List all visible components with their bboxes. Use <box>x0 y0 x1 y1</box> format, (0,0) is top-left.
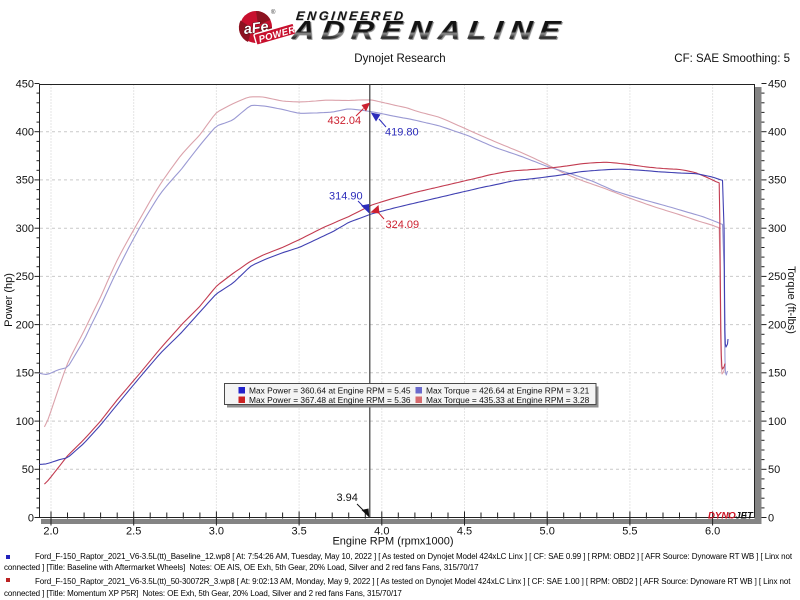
svg-text:Max Power = 367.48 at Engine R: Max Power = 367.48 at Engine RPM = 5.36 <box>249 395 411 405</box>
svg-text:®: ® <box>271 9 276 16</box>
svg-text:JET: JET <box>735 511 754 522</box>
svg-text:3.5: 3.5 <box>291 526 306 538</box>
svg-text:2.0: 2.0 <box>43 526 58 538</box>
svg-text:450: 450 <box>16 78 34 90</box>
svg-text:5.0: 5.0 <box>540 526 555 538</box>
svg-text:Engine RPM (rpmx1000): Engine RPM (rpmx1000) <box>332 536 453 548</box>
svg-text:3.94: 3.94 <box>337 492 358 504</box>
svg-text:Torque (ft-lbs): Torque (ft-lbs) <box>785 266 797 334</box>
svg-text:200: 200 <box>16 319 34 331</box>
svg-text:Max Torque = 435.33 at Engine: Max Torque = 435.33 at Engine RPM = 3.28 <box>426 395 590 405</box>
svg-text:350: 350 <box>768 175 786 187</box>
svg-text:Power (hp): Power (hp) <box>3 273 15 327</box>
svg-text:Max Torque = 426.64 at Engine: Max Torque = 426.64 at Engine RPM = 3.21 <box>426 386 590 396</box>
svg-text:0: 0 <box>768 512 774 524</box>
svg-text:450: 450 <box>768 78 786 90</box>
svg-text:50: 50 <box>768 464 780 476</box>
svg-text:4.5: 4.5 <box>457 526 472 538</box>
svg-text:5.5: 5.5 <box>622 526 637 538</box>
svg-text:324.09: 324.09 <box>386 219 420 231</box>
svg-text:250: 250 <box>768 271 786 283</box>
svg-text:DYNO: DYNO <box>708 511 736 522</box>
svg-text:150: 150 <box>768 368 786 380</box>
svg-text:150: 150 <box>16 368 34 380</box>
svg-text:400: 400 <box>16 127 34 139</box>
svg-text:Max Power = 360.64 at Engine R: Max Power = 360.64 at Engine RPM = 5.45 <box>249 386 411 396</box>
svg-text:419.80: 419.80 <box>385 127 419 139</box>
svg-text:3.0: 3.0 <box>209 526 224 538</box>
svg-text:432.04: 432.04 <box>328 115 362 127</box>
svg-text:200: 200 <box>768 319 786 331</box>
svg-text:100: 100 <box>768 416 786 428</box>
svg-text:300: 300 <box>768 223 786 235</box>
svg-text:4.0: 4.0 <box>374 526 389 538</box>
svg-text:50: 50 <box>22 464 34 476</box>
svg-text:2.5: 2.5 <box>126 526 141 538</box>
svg-text:314.90: 314.90 <box>329 191 363 203</box>
svg-text:0: 0 <box>28 512 34 524</box>
svg-text:300: 300 <box>16 223 34 235</box>
svg-text:350: 350 <box>16 175 34 187</box>
svg-text:250: 250 <box>16 271 34 283</box>
svg-text:6.0: 6.0 <box>705 526 720 538</box>
svg-text:100: 100 <box>16 416 34 428</box>
svg-text:400: 400 <box>768 127 786 139</box>
